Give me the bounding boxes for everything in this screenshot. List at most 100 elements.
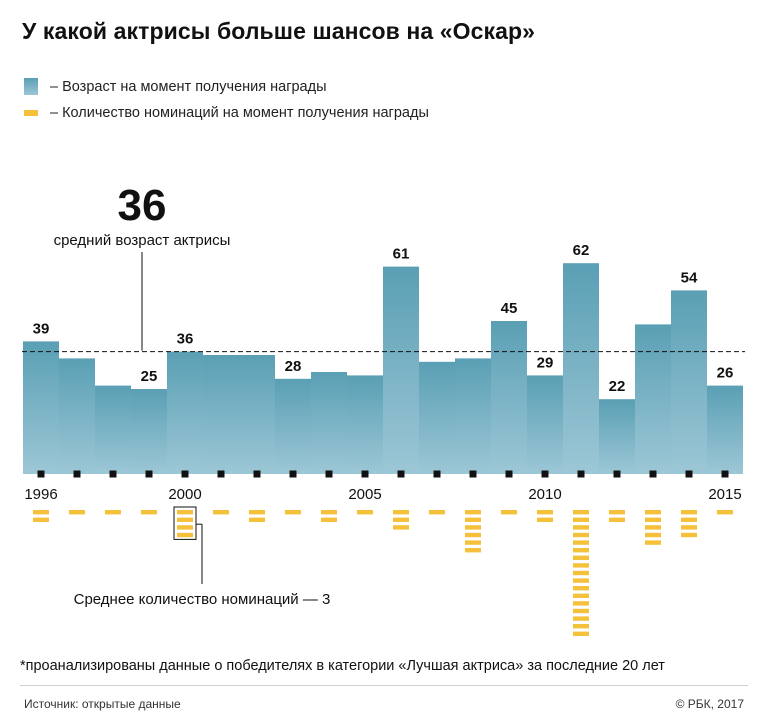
x-axis-tick-labels: 1996 2000 2005 2010 2015 bbox=[24, 486, 741, 503]
nomination-mark-2008-6 bbox=[465, 548, 481, 553]
age-bar-2015 bbox=[707, 385, 743, 474]
nomination-mark-2008-4 bbox=[465, 532, 481, 538]
annotations: Среднее количество номинаций — 3 bbox=[74, 506, 331, 608]
legend-item-nominations: – Количество номинаций на момент получен… bbox=[24, 105, 429, 121]
x-tick-2011 bbox=[577, 470, 585, 478]
nomination-mark-2011-13 bbox=[573, 601, 589, 606]
nomination-mark-1996-1 bbox=[33, 510, 49, 515]
nomination-mark-2013-2 bbox=[645, 517, 661, 522]
nomination-mark-2000-1 bbox=[177, 510, 193, 515]
age-label-2000: 36 bbox=[177, 331, 194, 348]
x-tick-2009 bbox=[505, 470, 513, 478]
nomination-mark-2011-4 bbox=[573, 532, 589, 538]
nomination-mark-2011-11 bbox=[573, 586, 589, 591]
age-label-2014: 54 bbox=[681, 269, 698, 286]
x-tick-label-2015: 2015 bbox=[708, 486, 741, 503]
nomination-mark-2002-1 bbox=[249, 510, 265, 515]
age-label-2015: 26 bbox=[717, 365, 734, 382]
x-tick-1997 bbox=[73, 470, 81, 478]
nomination-mark-2011-3 bbox=[573, 525, 589, 530]
age-bar-1996 bbox=[23, 341, 59, 474]
nomination-mark-2011-1 bbox=[573, 510, 589, 515]
nomination-mark-2010-2 bbox=[537, 517, 553, 522]
nomination-mark-2008-3 bbox=[465, 525, 481, 530]
nomination-mark-2014-1 bbox=[681, 510, 697, 515]
age-bar-2014 bbox=[671, 290, 707, 474]
nomination-mark-2011-14 bbox=[573, 608, 589, 614]
age-label-2003: 28 bbox=[285, 358, 302, 375]
x-tick-label-2005: 2005 bbox=[348, 486, 381, 503]
x-tick-2014 bbox=[685, 470, 693, 478]
nomination-mark-2011-17 bbox=[573, 631, 589, 636]
footnote: *проанализированы данные о победителях в… bbox=[20, 658, 665, 674]
x-tick-2008 bbox=[469, 470, 477, 478]
nomination-mark-1999-1 bbox=[141, 510, 157, 515]
nomination-mark-1996-2 bbox=[33, 517, 49, 522]
nomination-mark-2012-1 bbox=[609, 510, 625, 515]
age-label-2011: 62 bbox=[573, 242, 590, 259]
age-data-labels: 39 25 36 28 61 45 29 62 22 54 26 bbox=[33, 242, 734, 395]
nomination-mark-2000-4 bbox=[177, 532, 193, 538]
nomination-mark-2014-4 bbox=[681, 532, 697, 538]
legend-swatch-nominations bbox=[24, 110, 38, 116]
age-bar-2004 bbox=[311, 372, 347, 474]
nomination-mark-2000-2 bbox=[177, 517, 193, 522]
age-label-2010: 29 bbox=[537, 354, 554, 371]
nomination-mark-2014-3 bbox=[681, 525, 697, 530]
nomination-mark-2013-3 bbox=[645, 525, 661, 530]
highlight-box bbox=[173, 506, 197, 540]
age-label-2006: 61 bbox=[393, 246, 410, 263]
age-bar-2013 bbox=[635, 324, 671, 474]
age-bar-1997 bbox=[59, 358, 95, 474]
age-label-2009: 45 bbox=[501, 300, 518, 317]
age-bars bbox=[23, 263, 743, 474]
nomination-mark-2013-5 bbox=[645, 540, 661, 545]
nomination-mark-2008-5 bbox=[465, 540, 481, 545]
x-tick-label-2010: 2010 bbox=[528, 486, 561, 503]
age-bar-2000 bbox=[167, 351, 203, 474]
nomination-mark-2013-1 bbox=[645, 510, 661, 515]
nomination-mark-1998-1 bbox=[105, 510, 121, 515]
nomination-mark-2004-1 bbox=[321, 510, 337, 515]
legend-label-age: – Возраст на момент получения награды bbox=[50, 78, 327, 95]
legend-item-age: – Возраст на момент получения награды bbox=[24, 78, 327, 95]
nomination-mark-2015-1 bbox=[717, 510, 733, 515]
nomination-mark-2011-16 bbox=[573, 624, 589, 629]
age-bar-1998 bbox=[95, 385, 131, 474]
age-bar-2001 bbox=[203, 355, 239, 474]
average-age-caption: средний возраст актрисы bbox=[54, 232, 231, 249]
age-bar-2007 bbox=[419, 361, 455, 474]
nomination-mark-2000-3 bbox=[177, 525, 193, 530]
nomination-mark-2011-12 bbox=[573, 593, 589, 598]
age-bar-2010 bbox=[527, 375, 563, 474]
nomination-mark-2011-15 bbox=[573, 616, 589, 621]
nomination-mark-2011-5 bbox=[573, 540, 589, 545]
age-bar-2002 bbox=[239, 355, 275, 474]
nomination-mark-2011-6 bbox=[573, 548, 589, 553]
x-tick-2006 bbox=[397, 470, 405, 478]
nomination-mark-1997-1 bbox=[69, 510, 85, 515]
x-tick-2004 bbox=[325, 470, 333, 478]
x-tick-label-2000: 2000 bbox=[168, 486, 201, 503]
x-tick-1998 bbox=[109, 470, 117, 478]
nomination-markers bbox=[33, 510, 733, 636]
nomination-mark-2013-4 bbox=[645, 532, 661, 538]
x-tick-2015 bbox=[721, 470, 729, 478]
x-tick-2001 bbox=[217, 470, 225, 478]
nomination-mark-2007-1 bbox=[429, 510, 445, 515]
nomination-mark-2006-3 bbox=[393, 525, 409, 530]
x-tick-2007 bbox=[433, 470, 441, 478]
nomination-mark-2004-2 bbox=[321, 517, 337, 522]
nomination-mark-2009-1 bbox=[501, 510, 517, 515]
age-label-2012: 22 bbox=[609, 378, 626, 395]
average-nominations-caption: Среднее количество номинаций — 3 bbox=[74, 591, 331, 608]
age-bar-2012 bbox=[599, 399, 635, 474]
nomination-mark-2011-7 bbox=[573, 555, 589, 560]
nomination-mark-2010-1 bbox=[537, 510, 553, 515]
x-tick-1996 bbox=[37, 470, 45, 478]
age-bar-2005 bbox=[347, 375, 383, 474]
age-bar-2011 bbox=[563, 263, 599, 474]
legend-label-nominations: – Количество номинаций на момент получен… bbox=[50, 105, 429, 121]
nomination-mark-2002-2 bbox=[249, 517, 265, 522]
